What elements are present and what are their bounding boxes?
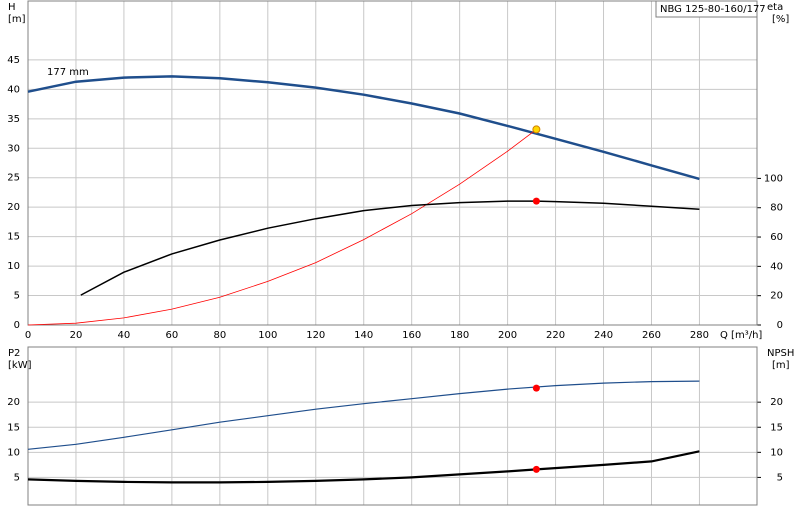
operating-point: [532, 197, 540, 205]
title-box: [655, 0, 758, 18]
y-tick-label: 15: [7, 422, 20, 433]
y2-tick-label: 15: [770, 422, 783, 433]
x-tick-label: 40: [118, 330, 131, 341]
y2-axis-unit: [%]: [772, 14, 789, 25]
x-tick-label: 80: [213, 330, 226, 341]
chart-title: NBG 125-80-160/177: [660, 4, 766, 15]
y-tick-label: 20: [7, 202, 20, 213]
y-axis-label: H: [8, 2, 16, 13]
y2-axis-label: NPSH: [767, 348, 794, 359]
y-tick-label: 10: [7, 447, 20, 458]
x-axis-label: Q [m³/h]: [720, 330, 762, 341]
curve: [80, 200, 700, 296]
y-tick-label: 30: [7, 143, 20, 154]
y-tick-label: 35: [7, 114, 20, 125]
operating-point: [532, 465, 540, 473]
y2-tick-label: 40: [770, 261, 783, 272]
y-tick-label: 15: [7, 232, 20, 243]
x-tick-label: 0: [25, 330, 31, 341]
x-tick-label: 120: [306, 330, 325, 341]
x-tick-label: 260: [642, 330, 661, 341]
x-tick-label: 220: [546, 330, 565, 341]
curve-annotation: 177 mm: [47, 67, 89, 78]
plot-frame: [27, 346, 758, 506]
y2-tick-label: 80: [770, 203, 783, 214]
operating-point: [532, 125, 541, 134]
y2-tick-label: 20: [770, 397, 783, 408]
y-axis-unit: [m]: [8, 14, 26, 25]
plot-frame: [27, 0, 758, 326]
curve: [27, 75, 700, 181]
y-tick-label: 5: [14, 472, 20, 483]
y2-axis-unit: [m]: [772, 360, 790, 371]
y2-axis-label: eta: [767, 2, 783, 13]
y-tick-label: 40: [7, 84, 20, 95]
y-tick-label: 20: [7, 397, 20, 408]
x-tick-label: 60: [166, 330, 179, 341]
curve: [27, 450, 700, 484]
y2-tick-label: 20: [770, 291, 783, 302]
curve: [27, 380, 700, 450]
x-tick-label: 160: [402, 330, 421, 341]
x-tick-label: 280: [690, 330, 709, 341]
y-tick-label: 45: [7, 55, 20, 66]
y2-tick-label: 100: [764, 173, 783, 184]
operating-point: [532, 384, 540, 392]
y2-tick-label: 0: [777, 320, 783, 331]
x-tick-label: 200: [498, 330, 517, 341]
x-tick-label: 140: [354, 330, 373, 341]
y-tick-label: 10: [7, 261, 20, 272]
y-tick-label: 0: [14, 320, 20, 331]
x-tick-label: 100: [258, 330, 277, 341]
y2-tick-label: 5: [777, 472, 783, 483]
y2-tick-label: 60: [770, 232, 783, 243]
y-axis-unit: [kW]: [8, 360, 32, 371]
y-tick-label: 25: [7, 173, 20, 184]
curve: [27, 129, 537, 326]
x-tick-label: 20: [70, 330, 83, 341]
y-axis-label: P2: [8, 348, 20, 359]
x-tick-label: 240: [594, 330, 613, 341]
y2-tick-label: 10: [770, 447, 783, 458]
x-tick-label: 180: [450, 330, 469, 341]
y-tick-label: 5: [14, 291, 20, 302]
